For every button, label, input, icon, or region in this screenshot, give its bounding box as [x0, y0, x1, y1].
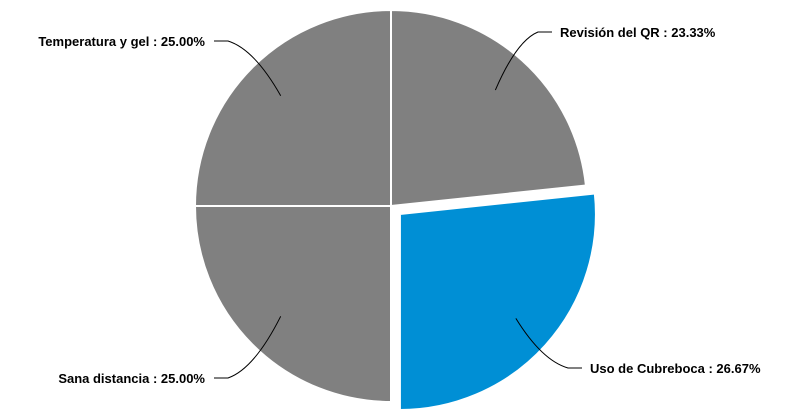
pie-slice-uso-de-cubreboca — [398, 192, 597, 412]
leader-line — [214, 316, 282, 379]
leader-lines — [214, 31, 582, 379]
pie-slice-sana-distancia — [193, 205, 392, 404]
slice-data-label: Uso de Cubreboca : 26.67% — [590, 361, 761, 376]
slice-data-label: Sana distancia : 25.00% — [58, 371, 205, 386]
slice-data-label: Temperatura y gel : 25.00% — [38, 34, 205, 49]
pie-slice-temperatura-y-gel — [193, 8, 392, 207]
slice-data-label: Revisión del QR : 23.33% — [560, 25, 716, 40]
pie-slices — [193, 8, 597, 412]
slice-labels: Revisión del QR : 23.33% Uso de Cubreboca… — [38, 25, 761, 386]
pie-slice-revisi-n-del-qr — [390, 8, 588, 208]
leader-line — [515, 318, 582, 369]
leader-line — [494, 31, 552, 91]
leader-line — [214, 40, 282, 96]
